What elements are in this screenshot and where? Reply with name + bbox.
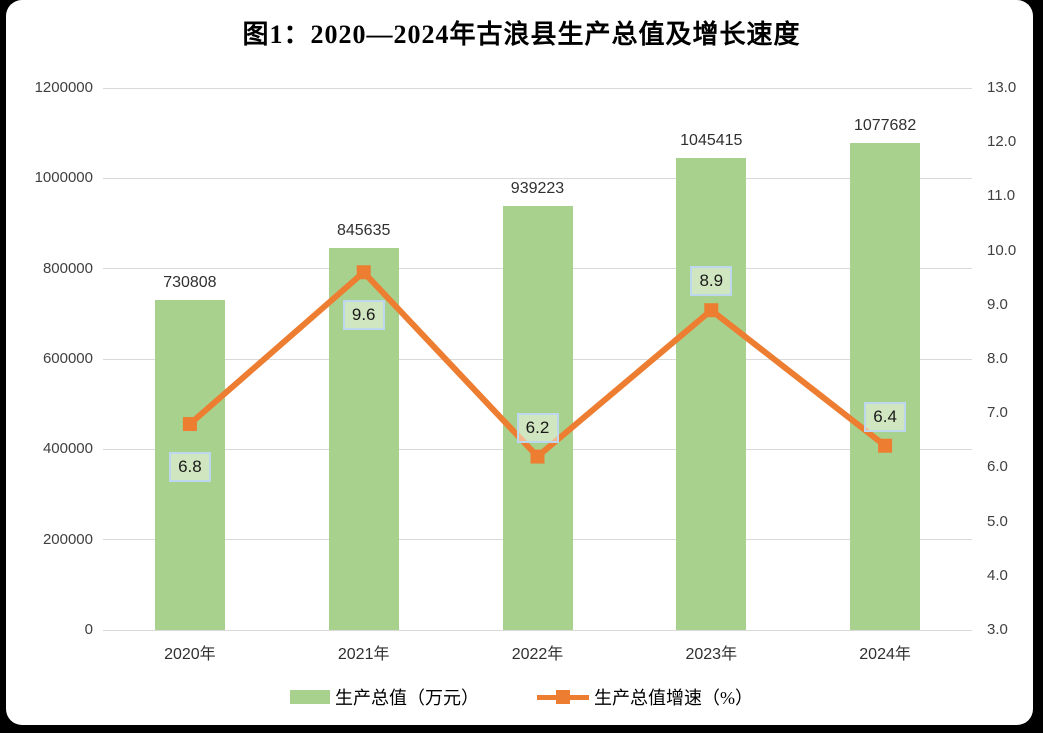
- gridline: [103, 87, 972, 89]
- growth-point-label: 8.9: [690, 266, 733, 297]
- bar-value-label: 730808: [163, 273, 217, 291]
- chart-title: 图1：2020—2024年古浪县生产总值及增长速度: [242, 20, 801, 49]
- growth-point-label: 6.4: [864, 401, 907, 432]
- x-axis-label: 2021年: [337, 646, 390, 663]
- growth-point-label: 6.2: [516, 412, 559, 443]
- y-axis-tick-left: 0: [84, 621, 93, 638]
- growth-point-label: 9.6: [342, 300, 385, 331]
- gridline: [103, 629, 972, 631]
- y-axis-tick-left: 1000000: [34, 169, 93, 187]
- gridline: [103, 177, 972, 179]
- bar-value-label: 939223: [510, 179, 565, 197]
- x-axis-label: 2023年: [685, 646, 738, 663]
- y-axis-tick-right: 13.0: [987, 79, 1017, 96]
- y-axis-tick-right: 8.0: [987, 350, 1008, 367]
- x-axis-label: 2020年: [164, 646, 216, 663]
- y-axis-tick-left: 200000: [42, 530, 93, 548]
- growth-point-label: 6.8: [168, 452, 211, 483]
- x-axis-label: 2022年: [511, 646, 564, 663]
- y-axis-tick-right: 12.0: [987, 133, 1017, 151]
- bar-value-label: 1077682: [853, 117, 917, 135]
- y-axis-tick-right: 7.0: [987, 404, 1008, 422]
- y-axis-tick-left: 800000: [42, 259, 93, 277]
- bar-value-label: 1045415: [680, 131, 743, 149]
- legend-label-growth: 生产总值增速（%）: [594, 688, 753, 708]
- line-series-swatch-icon: [537, 690, 589, 704]
- legend: 生产总值（万元） 生产总值增速（%）: [0, 684, 1043, 710]
- y-axis-tick-right: 10.0: [987, 241, 1017, 259]
- bar-value-label: 845635: [336, 222, 391, 240]
- y-axis-tick-left: 400000: [42, 440, 93, 458]
- y-axis-tick-right: 11.0: [987, 187, 1016, 205]
- y-axis-tick-right: 3.0: [987, 621, 1008, 638]
- legend-label-gdp: 生产总值（万元）: [335, 688, 479, 708]
- legend-item-gdp: 生产总值（万元）: [290, 684, 479, 710]
- gdp-bar: [676, 157, 747, 630]
- y-axis-tick-right: 6.0: [987, 458, 1008, 476]
- y-axis-tick-right: 4.0: [987, 566, 1008, 584]
- y-axis-tick-left: 1200000: [34, 79, 93, 96]
- y-axis-tick-right: 9.0: [987, 295, 1008, 313]
- x-axis-label: 2024年: [859, 646, 911, 663]
- legend-item-growth: 生产总值增速（%）: [537, 684, 753, 710]
- y-axis-tick-right: 5.0: [987, 512, 1008, 530]
- y-axis-tick-left: 600000: [42, 350, 93, 367]
- gdp-bar: [850, 143, 921, 630]
- bar-series-swatch-icon: [290, 690, 330, 704]
